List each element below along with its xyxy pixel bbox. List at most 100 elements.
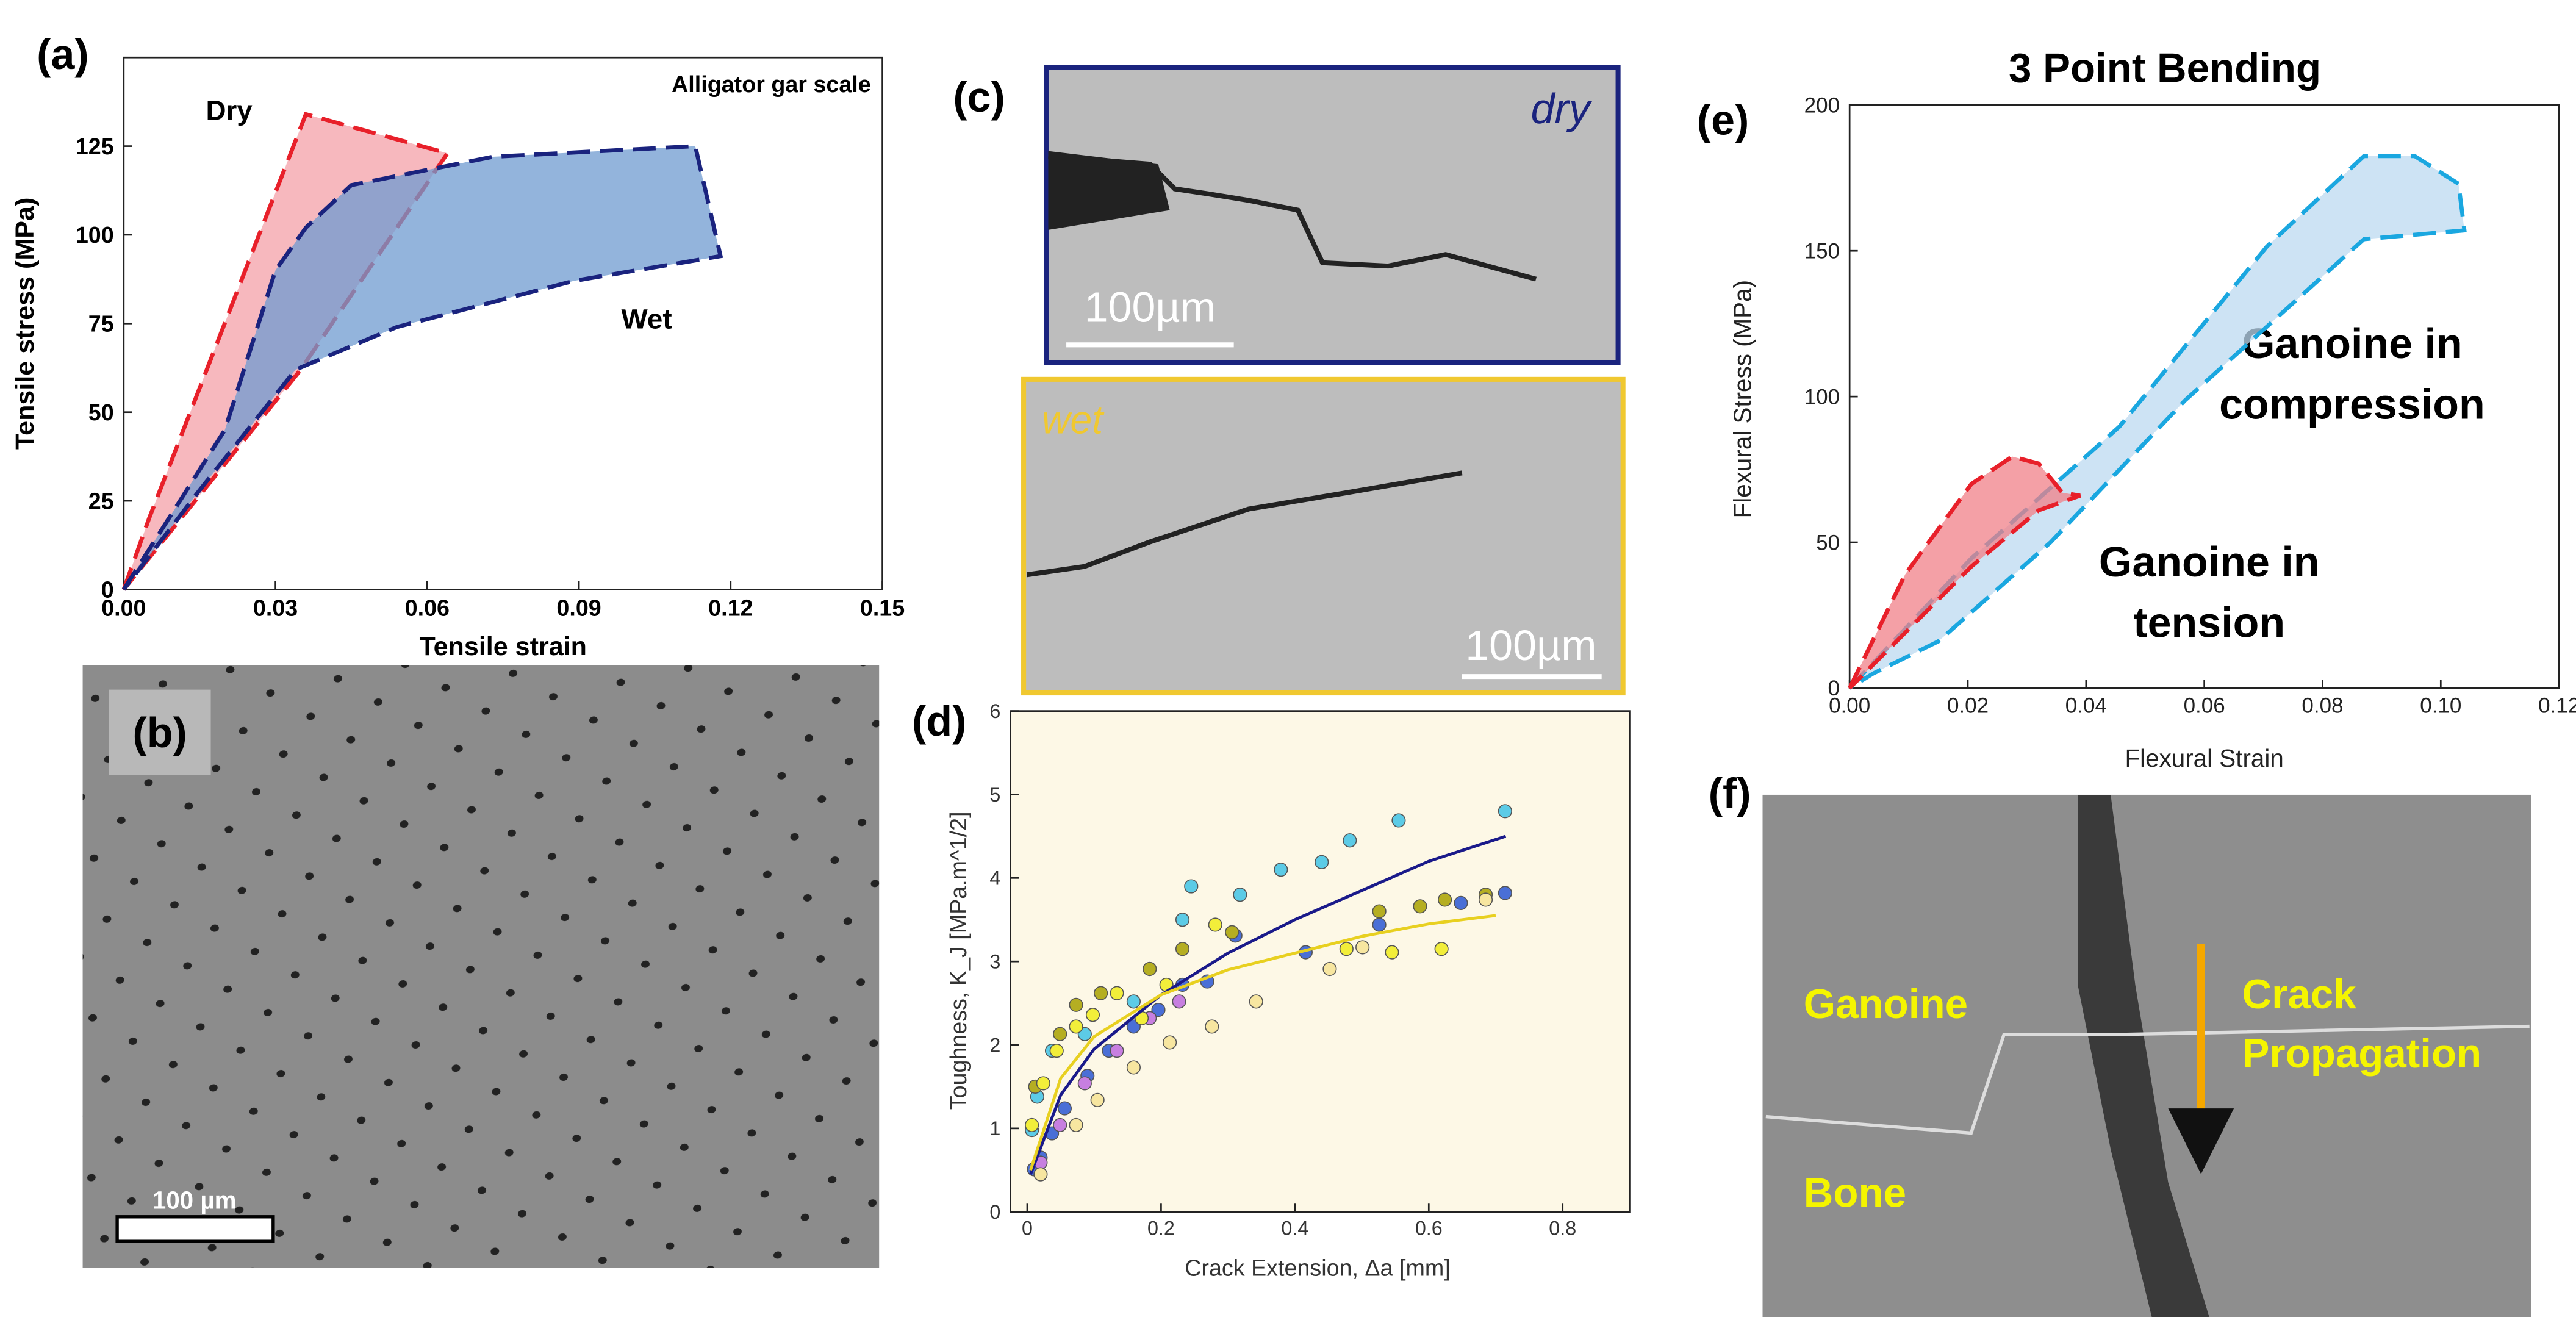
panel-label: (f) bbox=[1709, 769, 1751, 817]
point bbox=[1037, 1077, 1050, 1090]
y-tick-label: 4 bbox=[989, 867, 1000, 889]
series-label: Wet bbox=[622, 303, 672, 334]
panel-label: (b) bbox=[132, 709, 187, 756]
point bbox=[1435, 942, 1448, 956]
y-tick-label: 1 bbox=[989, 1117, 1000, 1139]
point bbox=[1086, 1008, 1100, 1022]
point bbox=[1143, 963, 1157, 976]
annotation: Ganoine in bbox=[2242, 320, 2463, 367]
plot-area bbox=[1011, 711, 1630, 1212]
x-tick-label: 0.15 bbox=[860, 595, 905, 621]
x-axis-title: Crack Extension, Δa [mm] bbox=[1185, 1255, 1450, 1281]
y-tick-label: 25 bbox=[88, 488, 114, 514]
x-tick-label: 0.06 bbox=[405, 595, 450, 621]
y-axis-title: Toughness, K_J [MPa.m^1/2] bbox=[945, 811, 971, 1110]
y-tick-label: 125 bbox=[76, 134, 114, 159]
x-tick-label: 0.8 bbox=[1549, 1217, 1576, 1239]
point bbox=[1172, 995, 1186, 1008]
x-tick-label: 0.4 bbox=[1281, 1217, 1308, 1239]
panel-label: (e) bbox=[1697, 96, 1749, 144]
point bbox=[1058, 1102, 1072, 1115]
x-tick-label: 0.12 bbox=[708, 595, 753, 621]
point bbox=[1110, 1044, 1124, 1058]
point bbox=[1499, 886, 1512, 900]
point bbox=[1372, 905, 1386, 918]
point bbox=[1050, 1044, 1063, 1058]
page: (b) 100 µm (c) dry 100µm wet 100µm (f) G… bbox=[0, 0, 2576, 1320]
point bbox=[1163, 1036, 1177, 1049]
panel-label: (c) bbox=[953, 73, 1005, 121]
point bbox=[1356, 941, 1369, 954]
y-tick-label: 100 bbox=[1804, 385, 1840, 409]
point bbox=[1205, 1020, 1219, 1033]
point bbox=[1176, 942, 1189, 956]
y-tick-label: 150 bbox=[1804, 239, 1840, 263]
point bbox=[1053, 1027, 1067, 1041]
y-tick-label: 0 bbox=[101, 577, 114, 603]
point bbox=[1315, 856, 1329, 869]
x-tick-label: 0.12 bbox=[2538, 694, 2576, 717]
y-tick-label: 2 bbox=[989, 1034, 1000, 1056]
point bbox=[1094, 986, 1108, 1000]
point bbox=[1479, 893, 1493, 906]
point bbox=[1209, 918, 1222, 931]
point bbox=[1025, 1119, 1039, 1132]
point bbox=[1110, 986, 1124, 1000]
y-tick-label: 6 bbox=[989, 700, 1000, 722]
point bbox=[1069, 1119, 1083, 1132]
point bbox=[1233, 888, 1247, 902]
x-tick-label: 0.04 bbox=[2065, 694, 2107, 717]
y-tick-label: 75 bbox=[88, 311, 114, 337]
y-tick-label: 3 bbox=[989, 950, 1000, 972]
point bbox=[1385, 945, 1399, 959]
point bbox=[1069, 1020, 1083, 1033]
scale-label: 100 µm bbox=[152, 1186, 237, 1214]
annotation: Crack bbox=[2242, 972, 2357, 1017]
y-tick-label: 0 bbox=[1828, 676, 1840, 700]
chart-title: 3 Point Bending bbox=[2009, 46, 2321, 91]
annotation: Propagation bbox=[2242, 1031, 2482, 1077]
point bbox=[1091, 1094, 1104, 1107]
point bbox=[1127, 1061, 1141, 1074]
condition-label: wet bbox=[1042, 398, 1105, 442]
x-tick-label: 0.6 bbox=[1415, 1217, 1443, 1239]
figure: (b) 100 µm (c) dry 100µm wet 100µm (f) G… bbox=[0, 0, 2576, 1317]
point bbox=[1343, 834, 1357, 847]
x-tick-label: 0.06 bbox=[2184, 694, 2225, 717]
series-label: Dry bbox=[206, 95, 253, 126]
point bbox=[1034, 1168, 1047, 1181]
point bbox=[1176, 913, 1189, 927]
x-axis-title: Flexural Strain bbox=[2125, 744, 2283, 772]
y-tick-label: 50 bbox=[88, 400, 114, 425]
point bbox=[1078, 1077, 1092, 1090]
point bbox=[1454, 897, 1468, 910]
x-tick-label: 0.09 bbox=[556, 595, 601, 621]
x-tick-label: 0.2 bbox=[1147, 1217, 1175, 1239]
point bbox=[1185, 880, 1198, 893]
point bbox=[1372, 918, 1386, 931]
point bbox=[1340, 942, 1354, 956]
point bbox=[1323, 963, 1336, 976]
annotation: tension bbox=[2133, 599, 2285, 647]
point bbox=[1274, 863, 1288, 877]
panel-label: (d) bbox=[912, 697, 966, 745]
annotation: compression bbox=[2219, 380, 2485, 428]
point bbox=[1127, 995, 1141, 1008]
x-tick-label: 0.08 bbox=[2302, 694, 2343, 717]
annotation: Bone bbox=[1804, 1171, 1906, 1216]
annotation: Ganoine in bbox=[2099, 538, 2320, 586]
point bbox=[1069, 999, 1083, 1012]
y-tick-label: 5 bbox=[989, 784, 1000, 806]
y-tick-label: 200 bbox=[1804, 94, 1840, 118]
scale-bar bbox=[117, 1217, 273, 1241]
x-tick-label: 0 bbox=[1022, 1217, 1033, 1239]
x-tick-label: 0.03 bbox=[253, 595, 298, 621]
point bbox=[1249, 995, 1263, 1008]
point bbox=[1413, 900, 1427, 913]
point bbox=[1053, 1119, 1067, 1132]
panel-label: (a) bbox=[37, 30, 89, 78]
annotation: Alligator gar scale bbox=[672, 71, 871, 97]
x-tick-label: 0.10 bbox=[2420, 694, 2461, 717]
point bbox=[1225, 926, 1239, 939]
scale-label: 100µm bbox=[1085, 284, 1216, 331]
